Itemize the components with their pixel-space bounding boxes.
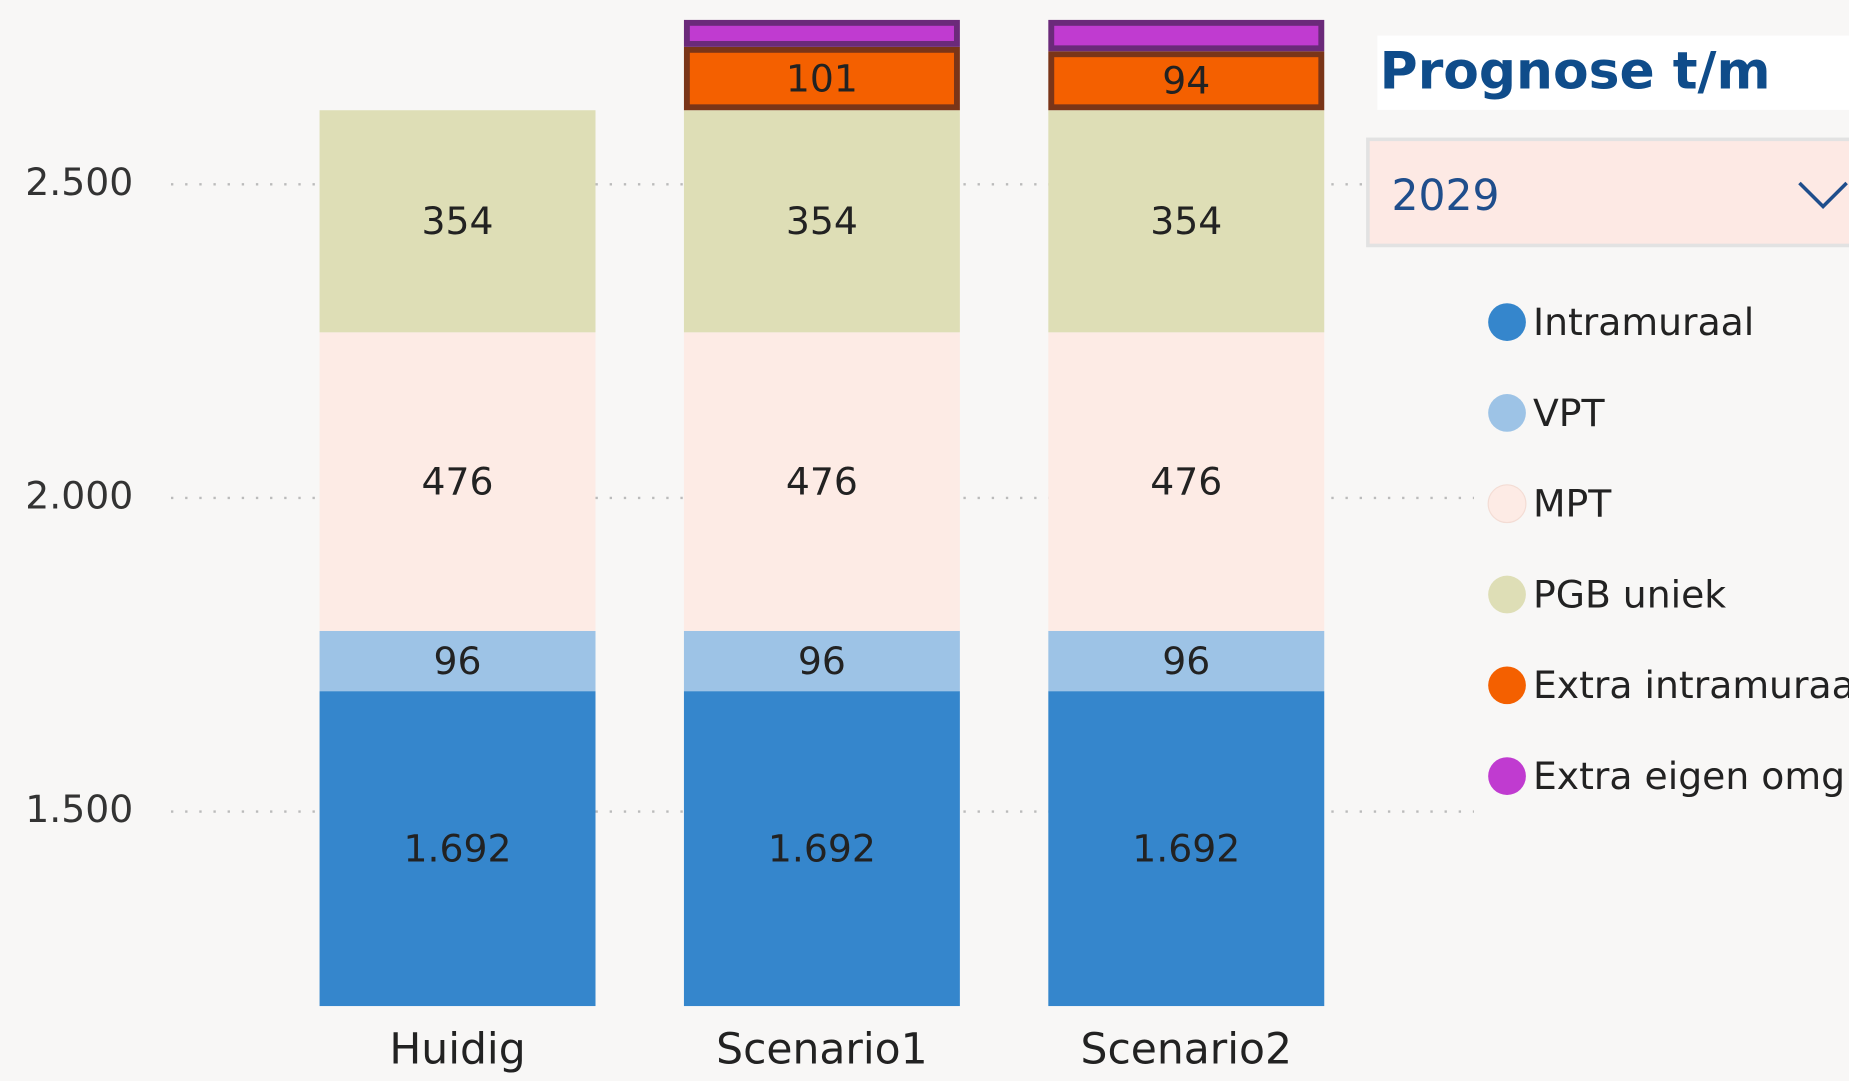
data-label: 96 xyxy=(1162,639,1210,683)
data-label: 94 xyxy=(1162,59,1210,103)
data-label: 476 xyxy=(786,459,858,503)
bar-segment xyxy=(683,46,960,111)
y-tick-label: 1.500 xyxy=(25,787,133,831)
data-label: 354 xyxy=(422,199,494,243)
legend: Intramuraal VPT MPT PGB uniek Extra intramur… xyxy=(1487,300,1849,798)
data-label: 96 xyxy=(434,639,482,683)
data-label: 96 xyxy=(798,639,846,683)
legend-label: MPT xyxy=(1533,482,1612,526)
legend-label: VPT xyxy=(1533,391,1606,435)
bar-segment xyxy=(319,630,596,692)
bar-segment xyxy=(1048,630,1325,692)
legend-label: Intramuraal xyxy=(1533,300,1754,344)
bar-segment xyxy=(319,332,596,631)
x-tick-label: Scenario2 xyxy=(1081,1026,1292,1075)
data-label: 476 xyxy=(1150,459,1222,503)
legend-marker xyxy=(1488,394,1526,432)
bar-segment xyxy=(1048,19,1325,52)
bar-segment xyxy=(1048,110,1325,333)
data-label: 101 xyxy=(786,56,858,100)
bar-segment xyxy=(1048,691,1325,1007)
data-label: 1.692 xyxy=(1132,826,1240,870)
bar-segment xyxy=(683,630,960,692)
legend-marker xyxy=(1488,575,1526,614)
bar-segment xyxy=(683,19,960,47)
slicer-value[interactable]: 2029 xyxy=(1391,172,1499,221)
bar-segment xyxy=(319,110,596,333)
legend-marker xyxy=(1488,303,1526,341)
bar-segment xyxy=(1048,332,1325,631)
dropdown-chevron[interactable] xyxy=(1798,181,1848,210)
bar-segment xyxy=(1048,51,1325,111)
data-label: 354 xyxy=(786,199,858,243)
bar-segment xyxy=(319,691,596,1007)
legend-label: PGB uniek xyxy=(1533,572,1726,616)
data-label: 354 xyxy=(1150,199,1222,243)
y-tick-label: 2.000 xyxy=(25,473,133,517)
legend-marker xyxy=(1488,757,1526,795)
data-label: 1.692 xyxy=(404,826,512,870)
slicer-header xyxy=(1377,35,1849,110)
data-label: 476 xyxy=(422,459,494,503)
bar-segment xyxy=(683,110,960,333)
legend-label: Extra intramuraal xyxy=(1533,663,1849,707)
y-tick-label: 2.500 xyxy=(25,160,133,204)
data-label: 1.692 xyxy=(768,826,876,870)
bar-segment xyxy=(683,332,960,631)
x-tick-label: Scenario1 xyxy=(716,1026,927,1075)
slicer-title: Prognose t/m xyxy=(1380,41,1771,101)
legend-marker xyxy=(1488,666,1526,705)
plot: 1.500 2.000 2.500 Huidig 1.692 96 476 354 Scenar… xyxy=(25,19,1475,1075)
x-tick-label: Huidig xyxy=(389,1026,525,1075)
legend-marker xyxy=(1487,484,1527,524)
bar-segment xyxy=(683,691,960,1007)
legend-label: Extra eigen omg. xyxy=(1533,754,1849,798)
slicer-dropdown[interactable] xyxy=(1366,137,1849,248)
